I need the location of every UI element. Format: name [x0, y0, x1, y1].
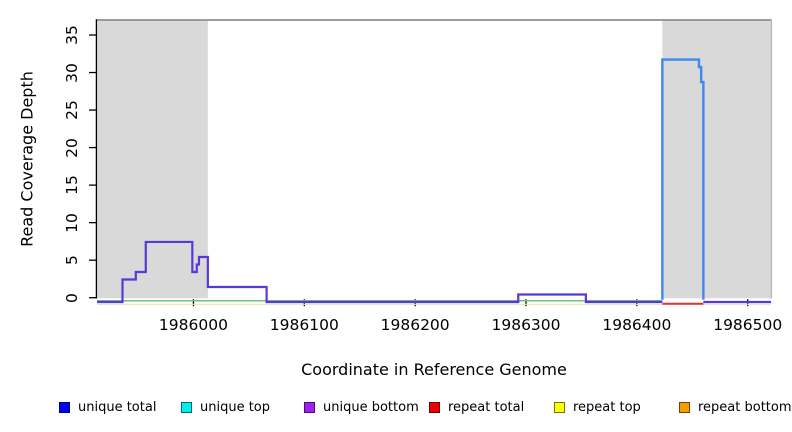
x-tick-label: 1986400: [602, 316, 672, 334]
series-unique-total-and-top-peak: [661, 58, 705, 300]
x-axis-title: Coordinate in Reference Genome: [301, 360, 567, 379]
y-tick-label: 10: [63, 212, 81, 233]
shaded-region: [97, 20, 208, 299]
x-tick-label: 1986000: [158, 316, 228, 334]
legend-label-unique-bottom: unique bottom: [323, 400, 419, 415]
y-tick-label: 15: [63, 175, 81, 195]
x-tick-label: 1986200: [380, 316, 450, 334]
shaded-region: [662, 20, 771, 299]
legend-item-unique-bottom: unique bottom: [304, 400, 419, 415]
y-tick-label: 25: [63, 100, 81, 120]
legend-label-unique-top: unique top: [200, 400, 271, 415]
legend-swatch-repeat-total: [429, 402, 440, 413]
legend-swatch-unique-total: [59, 402, 70, 413]
legend-swatch-unique-bottom: [304, 402, 315, 413]
legend-swatch-repeat-bottom: [679, 402, 690, 413]
y-tick-label: 5: [63, 255, 81, 266]
legend-label-repeat-total: repeat total: [448, 400, 525, 415]
legend-item-repeat-top: repeat top: [554, 400, 641, 415]
y-tick-label: 30: [63, 62, 81, 83]
x-tick-label: 1986500: [713, 316, 783, 334]
legend-label-unique-total: unique total: [78, 400, 157, 415]
legend-label-repeat-bottom: repeat bottom: [698, 400, 792, 415]
legend-swatch-unique-top: [181, 402, 192, 413]
legend-item-unique-top: unique top: [181, 400, 270, 415]
y-axis-title: Read Coverage Depth: [17, 71, 37, 247]
legend-swatch-repeat-top: [554, 402, 565, 413]
y-tick-label: 20: [63, 137, 81, 158]
series-unique-total-and-bottom: [97, 240, 771, 304]
y-tick-label: 35: [63, 25, 81, 45]
legend-item-repeat-bottom: repeat bottom: [679, 400, 792, 415]
y-tick-label: 0: [63, 292, 81, 303]
x-tick-label: 1986100: [269, 316, 339, 334]
legend-item-repeat-total: repeat total: [429, 400, 524, 415]
x-tick-label: 1986300: [491, 316, 561, 334]
legend-item-unique-total: unique total: [59, 400, 156, 415]
legend-label-repeat-top: repeat top: [573, 400, 641, 415]
